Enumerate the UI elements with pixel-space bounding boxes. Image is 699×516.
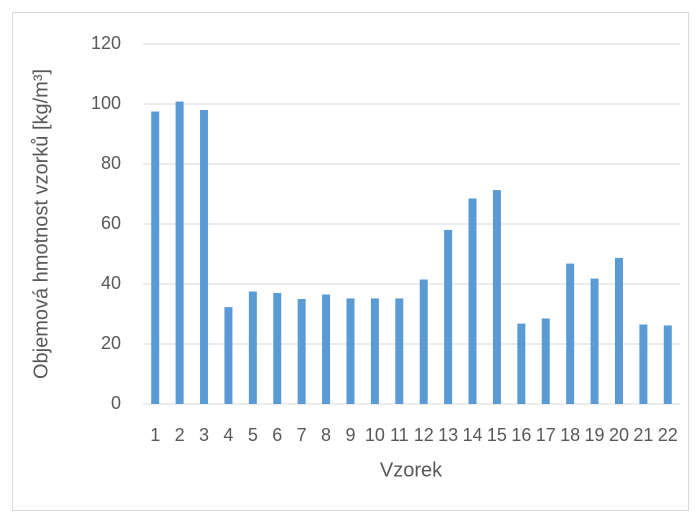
y-tick-label: 100 bbox=[91, 93, 121, 113]
bar bbox=[517, 323, 526, 404]
x-tick-label: 18 bbox=[560, 425, 580, 445]
bar bbox=[200, 110, 209, 404]
x-tick-label: 7 bbox=[297, 425, 307, 445]
bar bbox=[541, 318, 550, 404]
x-tick-label: 21 bbox=[633, 425, 653, 445]
bar bbox=[419, 279, 428, 404]
x-tick-label: 5 bbox=[248, 425, 258, 445]
x-tick-label: 19 bbox=[585, 425, 605, 445]
x-tick-label: 16 bbox=[511, 425, 531, 445]
bar bbox=[444, 230, 453, 404]
x-tick-label: 14 bbox=[463, 425, 483, 445]
x-tick-label: 4 bbox=[223, 425, 233, 445]
x-tick-label: 9 bbox=[345, 425, 355, 445]
x-tick-label: 11 bbox=[390, 425, 409, 445]
bar bbox=[395, 298, 404, 404]
y-tick-label: 80 bbox=[101, 153, 121, 173]
bar bbox=[639, 324, 648, 404]
bar bbox=[322, 294, 331, 404]
bar bbox=[590, 278, 599, 404]
x-tick-label: 22 bbox=[658, 425, 678, 445]
x-tick-label: 15 bbox=[487, 425, 507, 445]
chart-border bbox=[12, 12, 689, 511]
bar bbox=[273, 293, 282, 404]
x-tick-label: 8 bbox=[321, 425, 331, 445]
y-tick-label: 0 bbox=[111, 393, 121, 413]
bar bbox=[151, 111, 160, 404]
bar bbox=[614, 257, 623, 404]
bar bbox=[492, 190, 501, 404]
x-tick-label: 3 bbox=[199, 425, 209, 445]
bar bbox=[346, 298, 355, 404]
bar bbox=[468, 198, 477, 404]
y-axis-label: Objemová hmotnost vzorků [kg/m³] bbox=[30, 69, 52, 379]
x-tick-label: 20 bbox=[609, 425, 629, 445]
y-tick-label: 20 bbox=[101, 333, 121, 353]
x-tick-label: 12 bbox=[414, 425, 434, 445]
bar bbox=[663, 325, 672, 404]
x-tick-label: 1 bbox=[150, 425, 160, 445]
y-tick-label: 120 bbox=[91, 33, 121, 53]
x-tick-label: 6 bbox=[272, 425, 282, 445]
bar bbox=[370, 298, 379, 404]
bar bbox=[224, 307, 233, 404]
bar bbox=[566, 263, 575, 404]
x-tick-label: 10 bbox=[365, 425, 385, 445]
x-tick-label: 17 bbox=[536, 425, 556, 445]
bar bbox=[297, 299, 306, 404]
bar bbox=[175, 101, 184, 404]
x-axis-label: Vzorek bbox=[380, 459, 443, 481]
x-tick-label: 2 bbox=[175, 425, 185, 445]
x-tick-label: 13 bbox=[438, 425, 458, 445]
y-tick-label: 40 bbox=[101, 273, 121, 293]
y-tick-label: 60 bbox=[101, 213, 121, 233]
bar bbox=[248, 291, 257, 404]
